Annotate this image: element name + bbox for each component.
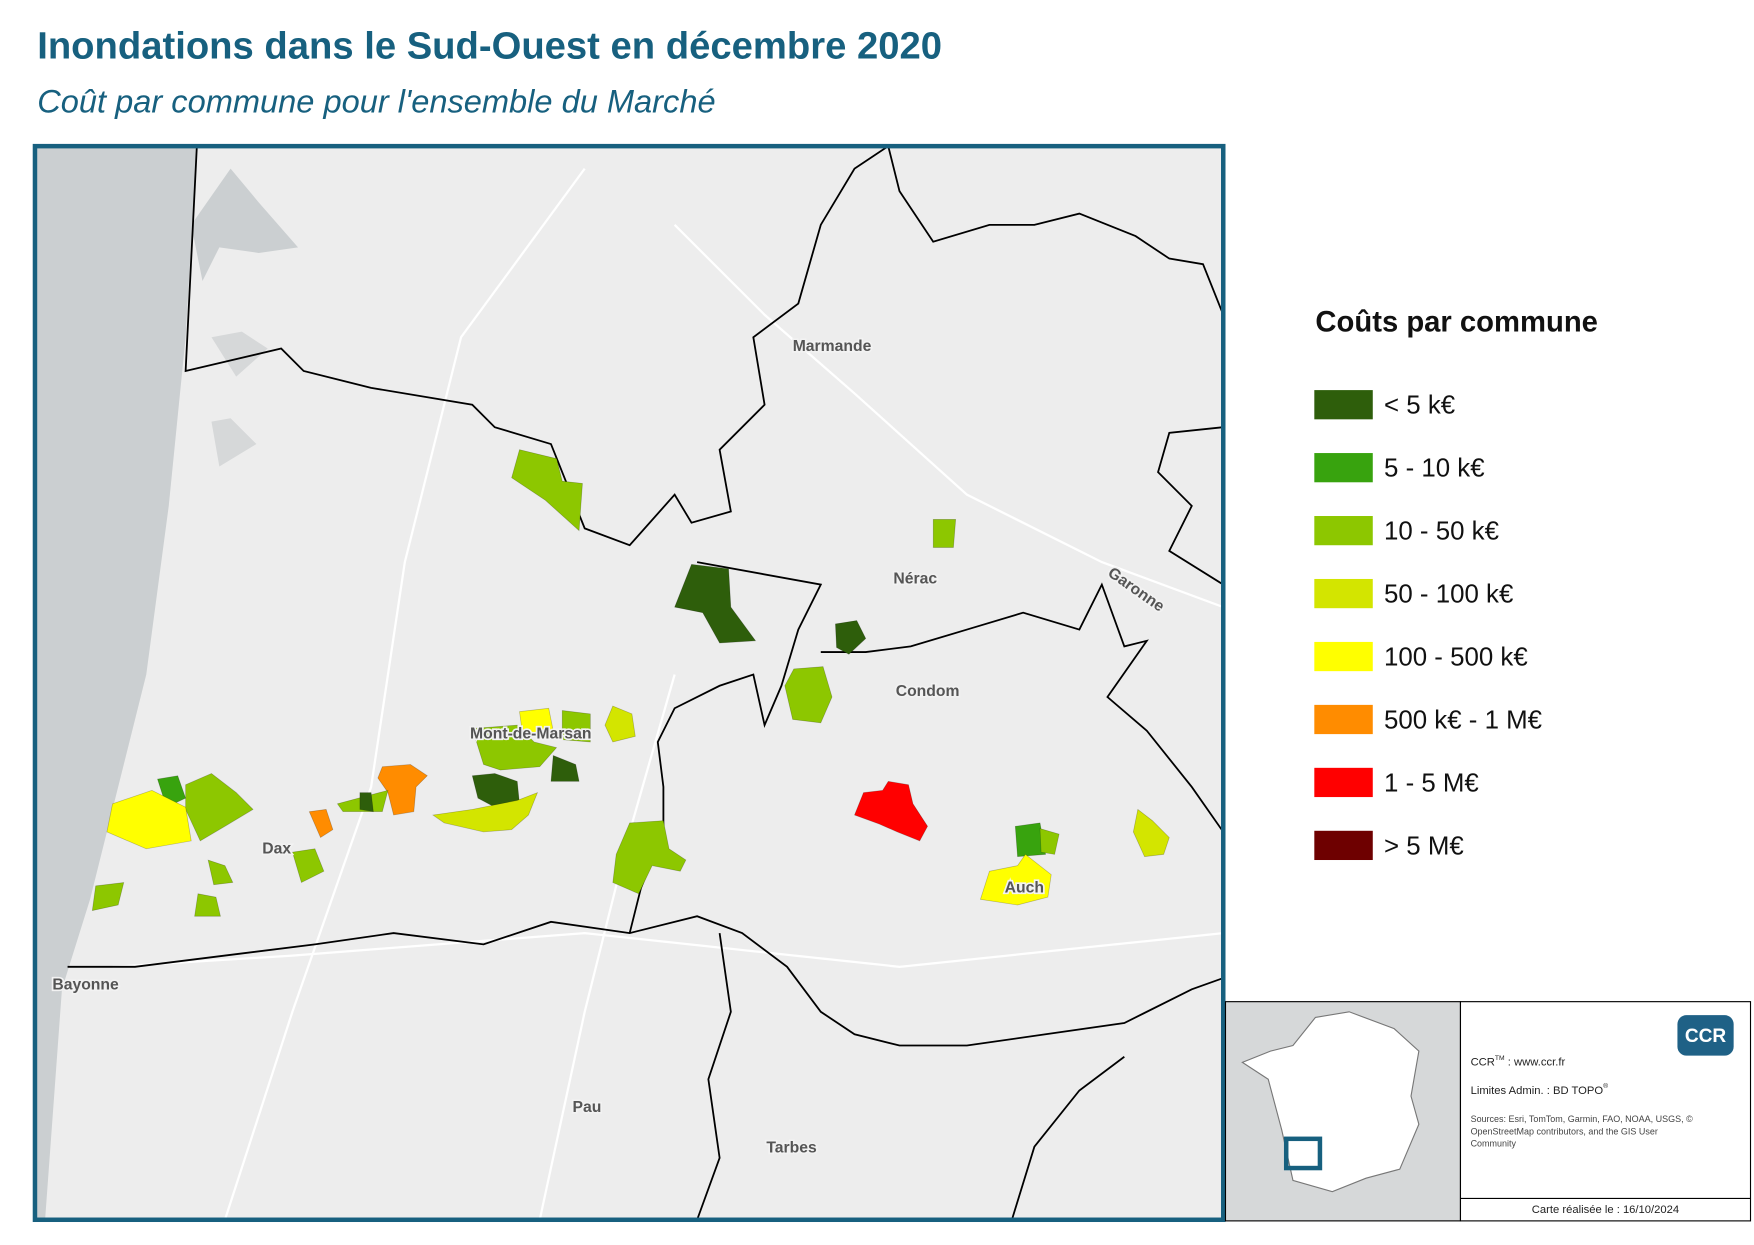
legend-swatch <box>1314 516 1373 546</box>
commune <box>784 666 833 724</box>
commune <box>1039 828 1060 855</box>
legend-label: > 5 M€ <box>1384 832 1464 860</box>
site-mark: TM <box>1495 1055 1505 1062</box>
commune <box>550 754 580 782</box>
legend-label: 5 - 10 k€ <box>1384 455 1485 483</box>
sources: Sources: Esri, TomTom, Garmin, FAO, NOAA… <box>1471 1114 1694 1149</box>
legend-label: 50 - 100 k€ <box>1384 581 1513 609</box>
commune <box>604 705 636 743</box>
commune <box>91 882 125 912</box>
land <box>34 146 1224 1220</box>
legend-label: 100 - 500 k€ <box>1384 644 1528 672</box>
title: Inondations dans le Sud-Ouest en décembr… <box>37 24 942 67</box>
limits-text: Limites Admin. : BD TOPO <box>1471 1085 1604 1097</box>
legend-label: < 5 k€ <box>1384 392 1455 420</box>
place-label: Mont-de-Marsan <box>470 726 591 743</box>
admin-borders <box>67 146 1224 1220</box>
place-label: Bayonne <box>52 976 119 993</box>
legend-label: 10 - 50 k€ <box>1384 518 1499 546</box>
place-label: Pau <box>573 1099 602 1116</box>
legend-swatch <box>1314 767 1373 798</box>
sources-line: OpenStreetMap contributors, and the GIS … <box>1471 1126 1658 1136</box>
commune <box>194 893 221 917</box>
commune <box>106 789 192 850</box>
legend-swatch <box>1314 830 1373 861</box>
site: CCRTM : www.ccr.fr <box>1471 1055 1566 1069</box>
communes <box>91 449 1170 917</box>
lakes <box>211 331 268 467</box>
roads <box>112 167 1224 1220</box>
commune <box>979 853 1052 906</box>
map-frame <box>32 143 1226 1223</box>
logo-text: CCR <box>1685 1026 1727 1047</box>
commune <box>674 563 757 644</box>
logo <box>1677 1015 1734 1056</box>
commune <box>432 791 539 833</box>
commune <box>1132 808 1170 858</box>
sources-line: Sources: Esri, TomTom, Garmin, FAO, NOAA… <box>1471 1114 1694 1124</box>
place-label: Dax <box>262 840 291 857</box>
legend-swatch <box>1314 704 1373 735</box>
commune <box>519 707 554 737</box>
limits-mark: ® <box>1603 1082 1608 1090</box>
place-label: Condom <box>896 683 960 700</box>
subtitle: Coût par commune pour l'ensemble du Marc… <box>37 82 715 119</box>
commune <box>932 519 957 548</box>
commune <box>359 792 374 813</box>
legend-label: 500 k€ - 1 M€ <box>1384 706 1542 734</box>
commune <box>207 859 234 886</box>
commune <box>471 724 558 771</box>
commune <box>612 820 687 895</box>
ocean <box>34 146 197 1220</box>
inset: CCR CCRTM : www.ccr.fr Limites Admin. : … <box>1224 1001 1752 1222</box>
date: Carte réalisée le : 16/10/2024 <box>1532 1204 1679 1216</box>
commune <box>854 780 928 842</box>
map: Marmande Nérac Condom Mont-de-Marsan Dax Auch… <box>34 146 1224 1220</box>
place-label: Tarbes <box>766 1139 817 1156</box>
legend-swatch <box>1314 453 1373 483</box>
legend: < 5 k€ 5 - 10 k€ 10 - 50 k€ 50 - 100 k€ 100 … <box>1314 390 1542 860</box>
commune <box>308 809 334 839</box>
inset-extent <box>1283 1136 1323 1171</box>
place-label: Marmande <box>793 338 872 355</box>
commune <box>1014 822 1047 858</box>
legend-label: 1 - 5 M€ <box>1384 769 1479 797</box>
commune <box>511 449 583 532</box>
legend-swatch <box>1314 578 1373 609</box>
limits: Limites Admin. : BD TOPO® <box>1471 1082 1609 1097</box>
legend-swatch <box>1314 641 1373 672</box>
commune <box>835 620 867 655</box>
place-label: Nérac <box>893 570 937 587</box>
bay <box>191 168 299 282</box>
commune <box>377 764 428 816</box>
sources-line: Community <box>1471 1139 1517 1149</box>
commune <box>291 848 325 883</box>
site-url: : www.ccr.fr <box>1505 1057 1566 1069</box>
commune <box>185 773 254 842</box>
site-name: CCR <box>1471 1057 1495 1069</box>
legend-swatch <box>1314 390 1373 420</box>
legend-title: Coûts par commune <box>1315 307 1598 339</box>
commune <box>561 710 591 743</box>
place-label: Auch <box>1005 880 1044 897</box>
